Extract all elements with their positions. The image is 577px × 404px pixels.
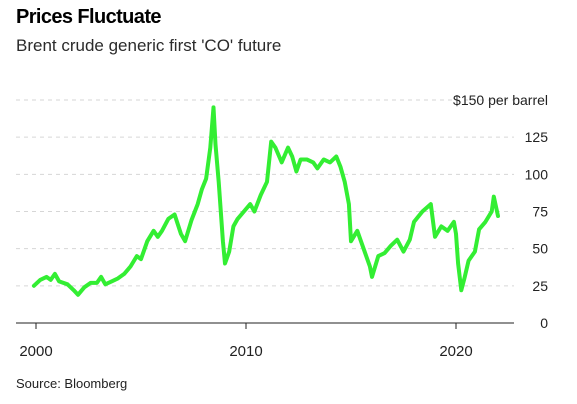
x-tick-label: 2010 xyxy=(229,343,262,360)
y-tick-label: $150 per barrel xyxy=(453,92,548,108)
series-line-brent xyxy=(31,105,500,297)
x-tick-label: 2000 xyxy=(19,343,52,360)
y-tick-label: 25 xyxy=(532,278,548,294)
y-tick-label: 50 xyxy=(532,241,548,257)
x-tick-label: 2020 xyxy=(439,343,472,360)
source-note: Source: Bloomberg xyxy=(16,376,128,391)
gridlines xyxy=(16,99,514,287)
x-axis xyxy=(16,322,514,329)
y-tick-label: 0 xyxy=(540,315,548,331)
chart-subtitle: Brent crude generic first 'CO' future xyxy=(16,36,282,55)
chart-title: Prices Fluctuate xyxy=(16,6,162,28)
y-tick-label: 125 xyxy=(525,129,549,145)
series-layer xyxy=(31,105,500,297)
y-tick-label: 75 xyxy=(532,204,548,220)
axis-labels: 0 25 50 75 100 125 $150 per barrel 2000 2010 2020 xyxy=(19,92,548,360)
y-tick-label: 100 xyxy=(525,166,549,182)
